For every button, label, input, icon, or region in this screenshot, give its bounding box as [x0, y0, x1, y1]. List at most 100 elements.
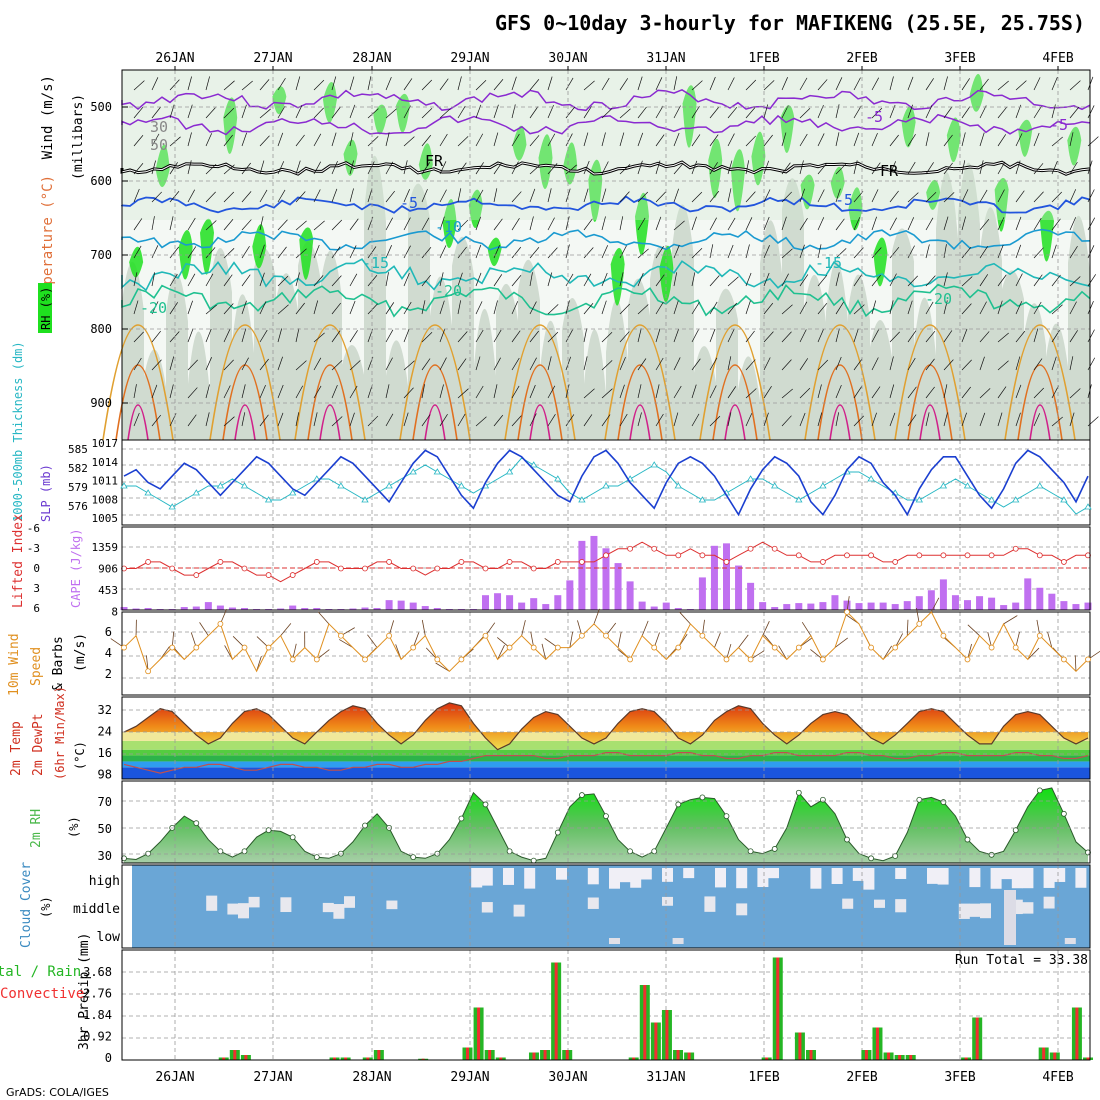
wind-barb: [835, 412, 839, 427]
wind-barb: [151, 106, 161, 119]
wind-barb: [529, 135, 540, 147]
rh-shade: [562, 297, 584, 440]
cloud-high-cell: [927, 868, 938, 884]
wind-barb: [637, 160, 643, 175]
cloud-low-cell: [1004, 890, 1016, 945]
cloud-high-cell: [1001, 868, 1013, 880]
cloud-mid-cell: [513, 904, 525, 917]
wind-barb: [727, 160, 733, 175]
cloud-high-cell: [556, 868, 567, 880]
rh-green-patch: [969, 73, 984, 112]
date-tick-label: 29JAN: [450, 1070, 489, 1085]
cape-bar: [891, 604, 899, 610]
wind-barb: [799, 358, 809, 371]
wind-barb: [619, 303, 631, 315]
wind-barb: [1033, 274, 1043, 287]
wind-barb: [1069, 276, 1081, 287]
wind-barb: [853, 386, 863, 399]
thickness-series-marker: [795, 496, 803, 503]
wind-barb: [565, 106, 575, 119]
lifted-index-series-marker: [747, 545, 754, 552]
precip-tick: 1.84: [83, 1008, 112, 1022]
wind-speed-series-marker: [723, 656, 730, 663]
wind-speed-series-marker: [482, 632, 489, 639]
cloud-high-cell: [662, 868, 673, 882]
rh-series-marker: [313, 854, 320, 861]
wind-barb: [601, 161, 609, 175]
wind-barb: [565, 244, 570, 259]
wind-barb: [331, 275, 342, 287]
wind-speed-series-marker: [217, 620, 224, 627]
wind-barb: [709, 190, 720, 203]
pressure-axis-label: (millibars): [71, 94, 86, 180]
wind-barb: [1087, 300, 1094, 315]
wind-barb: [655, 105, 664, 119]
temp-tick: 24: [98, 725, 112, 739]
lifted-index-series-marker: [289, 572, 296, 578]
cloud-high-cell: [1054, 868, 1066, 882]
wind-barb: [835, 328, 840, 343]
wind-speed-series-marker: [121, 644, 127, 651]
cloud-high-cell: [990, 868, 1002, 889]
cloud-mid-cell: [280, 897, 292, 913]
wind-barb: [1087, 189, 1095, 203]
wind-barb: [817, 274, 828, 287]
wind-barb: [655, 301, 664, 315]
rh-shade: [760, 220, 782, 440]
wind-barb: [493, 414, 504, 427]
cape-bar: [409, 602, 417, 610]
wind-barb: [889, 76, 894, 91]
pressure-tick-label: 600: [90, 174, 112, 188]
cloud-mid-cell: [842, 898, 854, 909]
wind-barb: [997, 332, 1009, 343]
wind-speed-series-marker: [795, 644, 802, 651]
wind-barb: [997, 80, 1009, 91]
wind-barb: [727, 244, 734, 259]
thickness-series-marker: [939, 482, 948, 489]
cloud-mid-cell: [206, 895, 218, 911]
wind-barb: [961, 303, 972, 315]
wind-barb: [1069, 330, 1078, 343]
slp-tick: 1017: [92, 437, 119, 450]
wind-barb: [169, 246, 179, 259]
wind-barb: [223, 303, 234, 315]
precip-conv-bar: [421, 1058, 425, 1060]
wind-barb: [511, 217, 520, 231]
slp-axis-label: SLP (mb): [39, 464, 53, 522]
rh-shade: [166, 273, 188, 440]
wind-speed-series-marker: [820, 656, 826, 663]
wind-barb: [925, 358, 935, 371]
contour-label: -10: [435, 218, 462, 236]
temp-band: [122, 767, 1090, 779]
wind-barb: [259, 189, 268, 203]
wind-barb: [385, 384, 390, 399]
cloud-high-cell: [587, 868, 599, 885]
wind-barb: [889, 190, 899, 203]
wind-barb: [943, 359, 954, 371]
cloud-axis-label: Cloud Cover: [19, 862, 34, 948]
rh-shade: [496, 283, 518, 440]
precip-conv-bar: [543, 1050, 547, 1060]
wind-barb: [781, 304, 793, 315]
contour-label: FR: [880, 162, 899, 180]
wind-barb: [259, 272, 265, 287]
wind-barb: [673, 272, 678, 287]
wind-legend: Wind (m/s): [40, 75, 56, 159]
wind-speed-series-marker: [458, 656, 465, 663]
lifted-index-series-marker: [675, 552, 682, 559]
wind-speed-series-marker: [964, 656, 971, 663]
wind-barb: [781, 162, 791, 175]
wind-barb: [853, 77, 861, 91]
wind-barb: [331, 132, 337, 147]
lifted-index-series-marker: [699, 552, 706, 559]
wind-barb: [439, 414, 448, 427]
cape-bar: [988, 597, 996, 610]
wind-barb: [529, 357, 537, 371]
wind-barb: [313, 357, 322, 371]
wind-speed-series-marker: [145, 668, 152, 675]
wind-axis-label: & Barbs: [51, 636, 66, 691]
precip-tick: 0: [105, 1051, 112, 1065]
precip-conv-bar: [1075, 1007, 1079, 1060]
wind-barb-10m: [778, 645, 788, 660]
wind-barb: [907, 414, 917, 427]
